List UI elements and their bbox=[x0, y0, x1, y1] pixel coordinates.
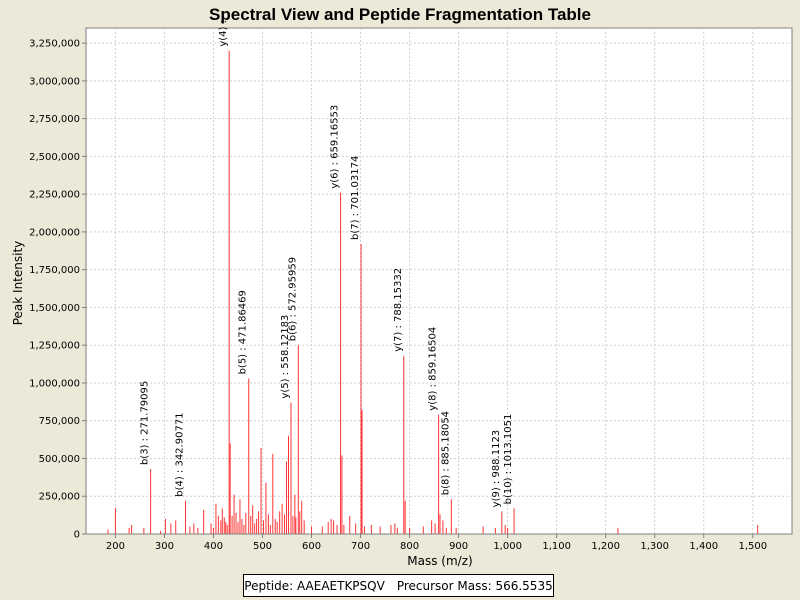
peak-label-4: y(5) : 558.12183 bbox=[280, 315, 291, 399]
axes: 200 300 400 500 600 700 800 900 1,000 1,100 1,200 1… bbox=[29, 28, 792, 552]
legend-precursor-mass: Precursor Mass: 566.5535 bbox=[396, 578, 553, 593]
peak-label-8: y(7) : 788.15332 bbox=[393, 268, 404, 352]
y-axis-label: Peak Intensity bbox=[11, 241, 25, 326]
y-tick-label-5: 1,250,000 bbox=[29, 341, 80, 352]
peak-label-7: b(7) : 701.03174 bbox=[350, 156, 361, 240]
y-tick-label-7: 1,750,000 bbox=[29, 265, 80, 276]
y-tick-label-3: 750,000 bbox=[39, 416, 80, 427]
y-tick-label-12: 3,000,000 bbox=[29, 76, 80, 87]
x-tick-label-0: 200 bbox=[106, 541, 125, 552]
chart-title: Spectral View and Peptide Fragmentation … bbox=[209, 5, 591, 24]
x-tick-label-3: 500 bbox=[253, 541, 272, 552]
x-axis-label: Mass (m/z) bbox=[407, 554, 472, 568]
peak-label-0: b(3) : 271.79095 bbox=[140, 381, 151, 465]
x-tick-label-13: 1,500 bbox=[738, 541, 767, 552]
peak-label-1: b(4) : 342.90771 bbox=[174, 412, 185, 496]
y-tick-label-13: 3,250,000 bbox=[29, 39, 80, 50]
y-tick-label-2: 500,000 bbox=[39, 454, 80, 465]
x-tick-label-4: 600 bbox=[302, 541, 321, 552]
y-tick-label-4: 1,000,000 bbox=[29, 378, 80, 389]
peak-label-10: b(8) : 885.18054 bbox=[440, 411, 451, 495]
peak-label-11: y(9) : 988.1123 bbox=[491, 430, 502, 508]
y-tick-label-9: 2,250,000 bbox=[29, 190, 80, 201]
y-tick-label-10: 2,500,000 bbox=[29, 152, 80, 163]
x-tick-label-9: 1,100 bbox=[542, 541, 571, 552]
x-tick-label-2: 400 bbox=[204, 541, 223, 552]
x-tick-label-10: 1,200 bbox=[591, 541, 620, 552]
x-tick-label-5: 700 bbox=[351, 541, 370, 552]
x-tick-label-12: 1,400 bbox=[689, 541, 718, 552]
x-tick-label-6: 800 bbox=[400, 541, 419, 552]
legend-peptide: Peptide: AAEAETKPSQV bbox=[244, 578, 385, 593]
y-tick-label-8: 2,000,000 bbox=[29, 227, 80, 238]
x-tick-label-7: 900 bbox=[449, 541, 468, 552]
y-tick-label-11: 2,750,000 bbox=[29, 114, 80, 125]
peak-label-9: y(8) : 859.16504 bbox=[428, 327, 439, 411]
y-tick-label-1: 250,000 bbox=[39, 492, 80, 503]
legend: Peptide: AAEAETKPSQV Precursor Mass: 566… bbox=[243, 574, 554, 597]
peak-label-12: b(10) : 1013.1051 bbox=[503, 414, 514, 505]
peak-label-5: b(6) : 572.95959 bbox=[287, 257, 298, 341]
y-tick-label-6: 1,500,000 bbox=[29, 303, 80, 314]
peak-series bbox=[107, 50, 759, 534]
x-tick-label-11: 1,300 bbox=[640, 541, 669, 552]
grid-lines bbox=[86, 28, 792, 534]
x-tick-label-8: 1,000 bbox=[493, 541, 522, 552]
peak-annotations: b(3) : 271.79095 b(4) : 342.90771 y(4) : b(… bbox=[140, 20, 514, 507]
peak-label-6: y(6) : 659.16553 bbox=[330, 105, 341, 189]
x-tick-label-1: 300 bbox=[155, 541, 174, 552]
peak-label-3: b(5) : 471.86469 bbox=[238, 290, 249, 374]
y-tick-label-0: 0 bbox=[74, 530, 80, 541]
peak-label-2: y(4) : bbox=[218, 20, 229, 47]
